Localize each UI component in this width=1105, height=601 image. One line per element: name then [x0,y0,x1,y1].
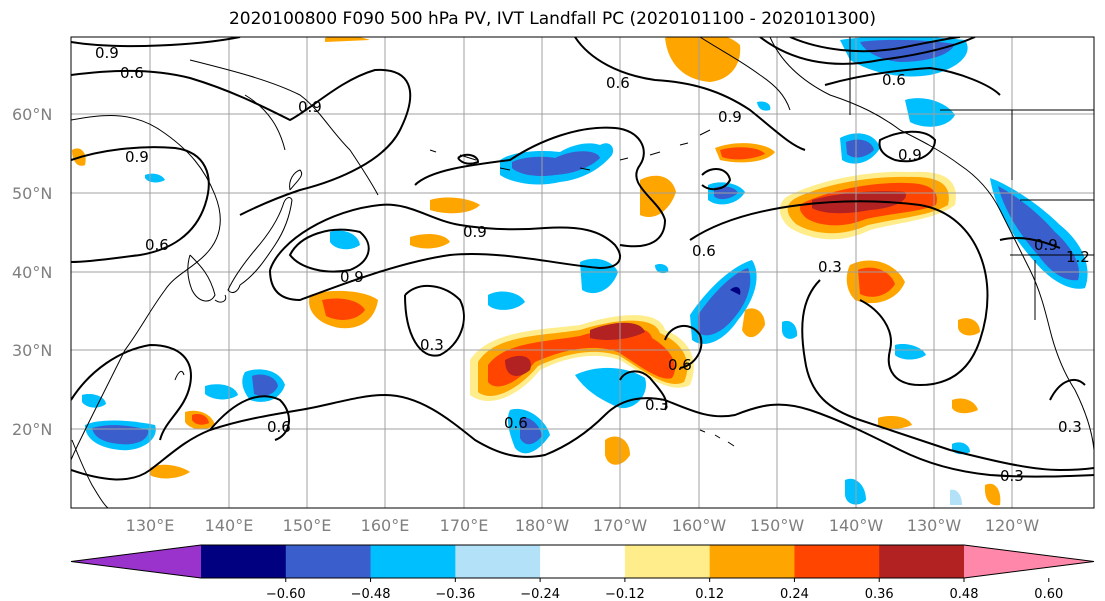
longitude-labels: 130°E 140°E 150°E 160°E 170°E 180°W 170°… [126,516,1040,535]
pv-contours [71,37,1094,481]
lon-label: 120°W [985,516,1040,535]
lon-label: 160°E [361,516,410,535]
colorbar-segment [879,545,965,578]
colorbar-segment [455,545,541,578]
colorbar-segment [540,545,626,578]
lon-label: 160°W [672,516,727,535]
contour-label: 0.3 [1058,418,1082,436]
contour-label: 0.9 [125,148,149,166]
map-area: 0.9 0.6 0.6 0.9 0.9 0.6 0.9 0.9 0.9 0.6 … [71,37,1094,508]
contour-label: 0.6 [504,414,528,432]
colorbar-segment [285,545,372,578]
colorbar: −0.60 −0.48 −0.36 −0.24 −0.12 0.12 0.24 0.36 0.4… [70,544,1095,601]
contour-label: 0.9 [340,268,364,286]
colorbar-tick-label: −0.60 [266,587,306,601]
lon-label: 140°E [205,516,254,535]
coastlines [71,37,1094,508]
colorbar-tick-label: 0.60 [1034,587,1063,601]
contour-label: 0.6 [267,418,291,436]
lon-label: 130°E [126,516,175,535]
map-frame [70,36,1095,509]
colorbar-segment [370,545,456,578]
contour-label: 0.6 [882,71,906,89]
contour-label: 0.6 [145,236,169,254]
lat-label: 60°N [12,105,52,124]
colorbar-segment [794,545,880,578]
colorbar-segment [624,545,711,578]
contour-label: 0.9 [463,223,487,241]
colorbar-tick-label: −0.24 [520,587,560,601]
contour-label: 0.3 [818,258,842,276]
contour-label: 0.6 [606,74,630,92]
contour-label: 0.9 [718,108,742,126]
contour-label: 0.9 [298,98,322,116]
colorbar-tick-label: −0.12 [605,587,645,601]
colorbar-tick-label: 0.24 [780,587,809,601]
contour-label: 0.9 [898,146,922,164]
colorbar-tick-label: 0.36 [865,587,894,601]
lat-label: 50°N [12,184,52,203]
colorbar-tick-label: 0.12 [695,587,724,601]
contour-label: 0.6 [668,356,692,374]
contour-label: 0.9 [1034,236,1058,254]
contour-label: 0.3 [420,336,444,354]
map-title: 2020100800 F090 500 hPa PV, IVT Landfall… [228,9,876,29]
lon-label: 150°W [750,516,805,535]
lon-label: 170°W [593,516,648,535]
contour-label: 0.3 [1000,467,1024,485]
contour-label: 0.3 [645,396,669,414]
lon-label: 170°E [440,516,489,535]
colorbar-segment [709,545,795,578]
lat-label: 30°N [12,341,52,360]
lon-label: 140°W [829,516,884,535]
contour-label: 1.2 [1066,248,1090,266]
lon-label: 130°W [907,516,962,535]
lat-label: 20°N [12,420,52,439]
contour-label: 0.6 [120,64,144,82]
contour-label: 0.6 [692,242,716,260]
colorbar-extend-low [71,545,201,578]
lon-label: 150°E [283,516,332,535]
lon-label: 180°W [515,516,570,535]
contour-labels: 0.9 0.6 0.6 0.9 0.9 0.6 0.9 0.9 0.9 0.6 … [95,44,1090,485]
colorbar-tick-label: 0.48 [950,587,979,601]
latitude-labels: 60°N 50°N 40°N 30°N 20°N [12,105,52,439]
gridlines [71,37,1094,508]
colorbar-extend-high [964,545,1094,578]
colorbar-outline [70,544,1095,579]
contour-label: 0.9 [95,44,119,62]
colorbar-tick-label: −0.36 [435,587,475,601]
colorbar-segment [201,545,287,578]
colorbar-tick-label: −0.48 [351,587,391,601]
lat-label: 40°N [12,263,52,282]
